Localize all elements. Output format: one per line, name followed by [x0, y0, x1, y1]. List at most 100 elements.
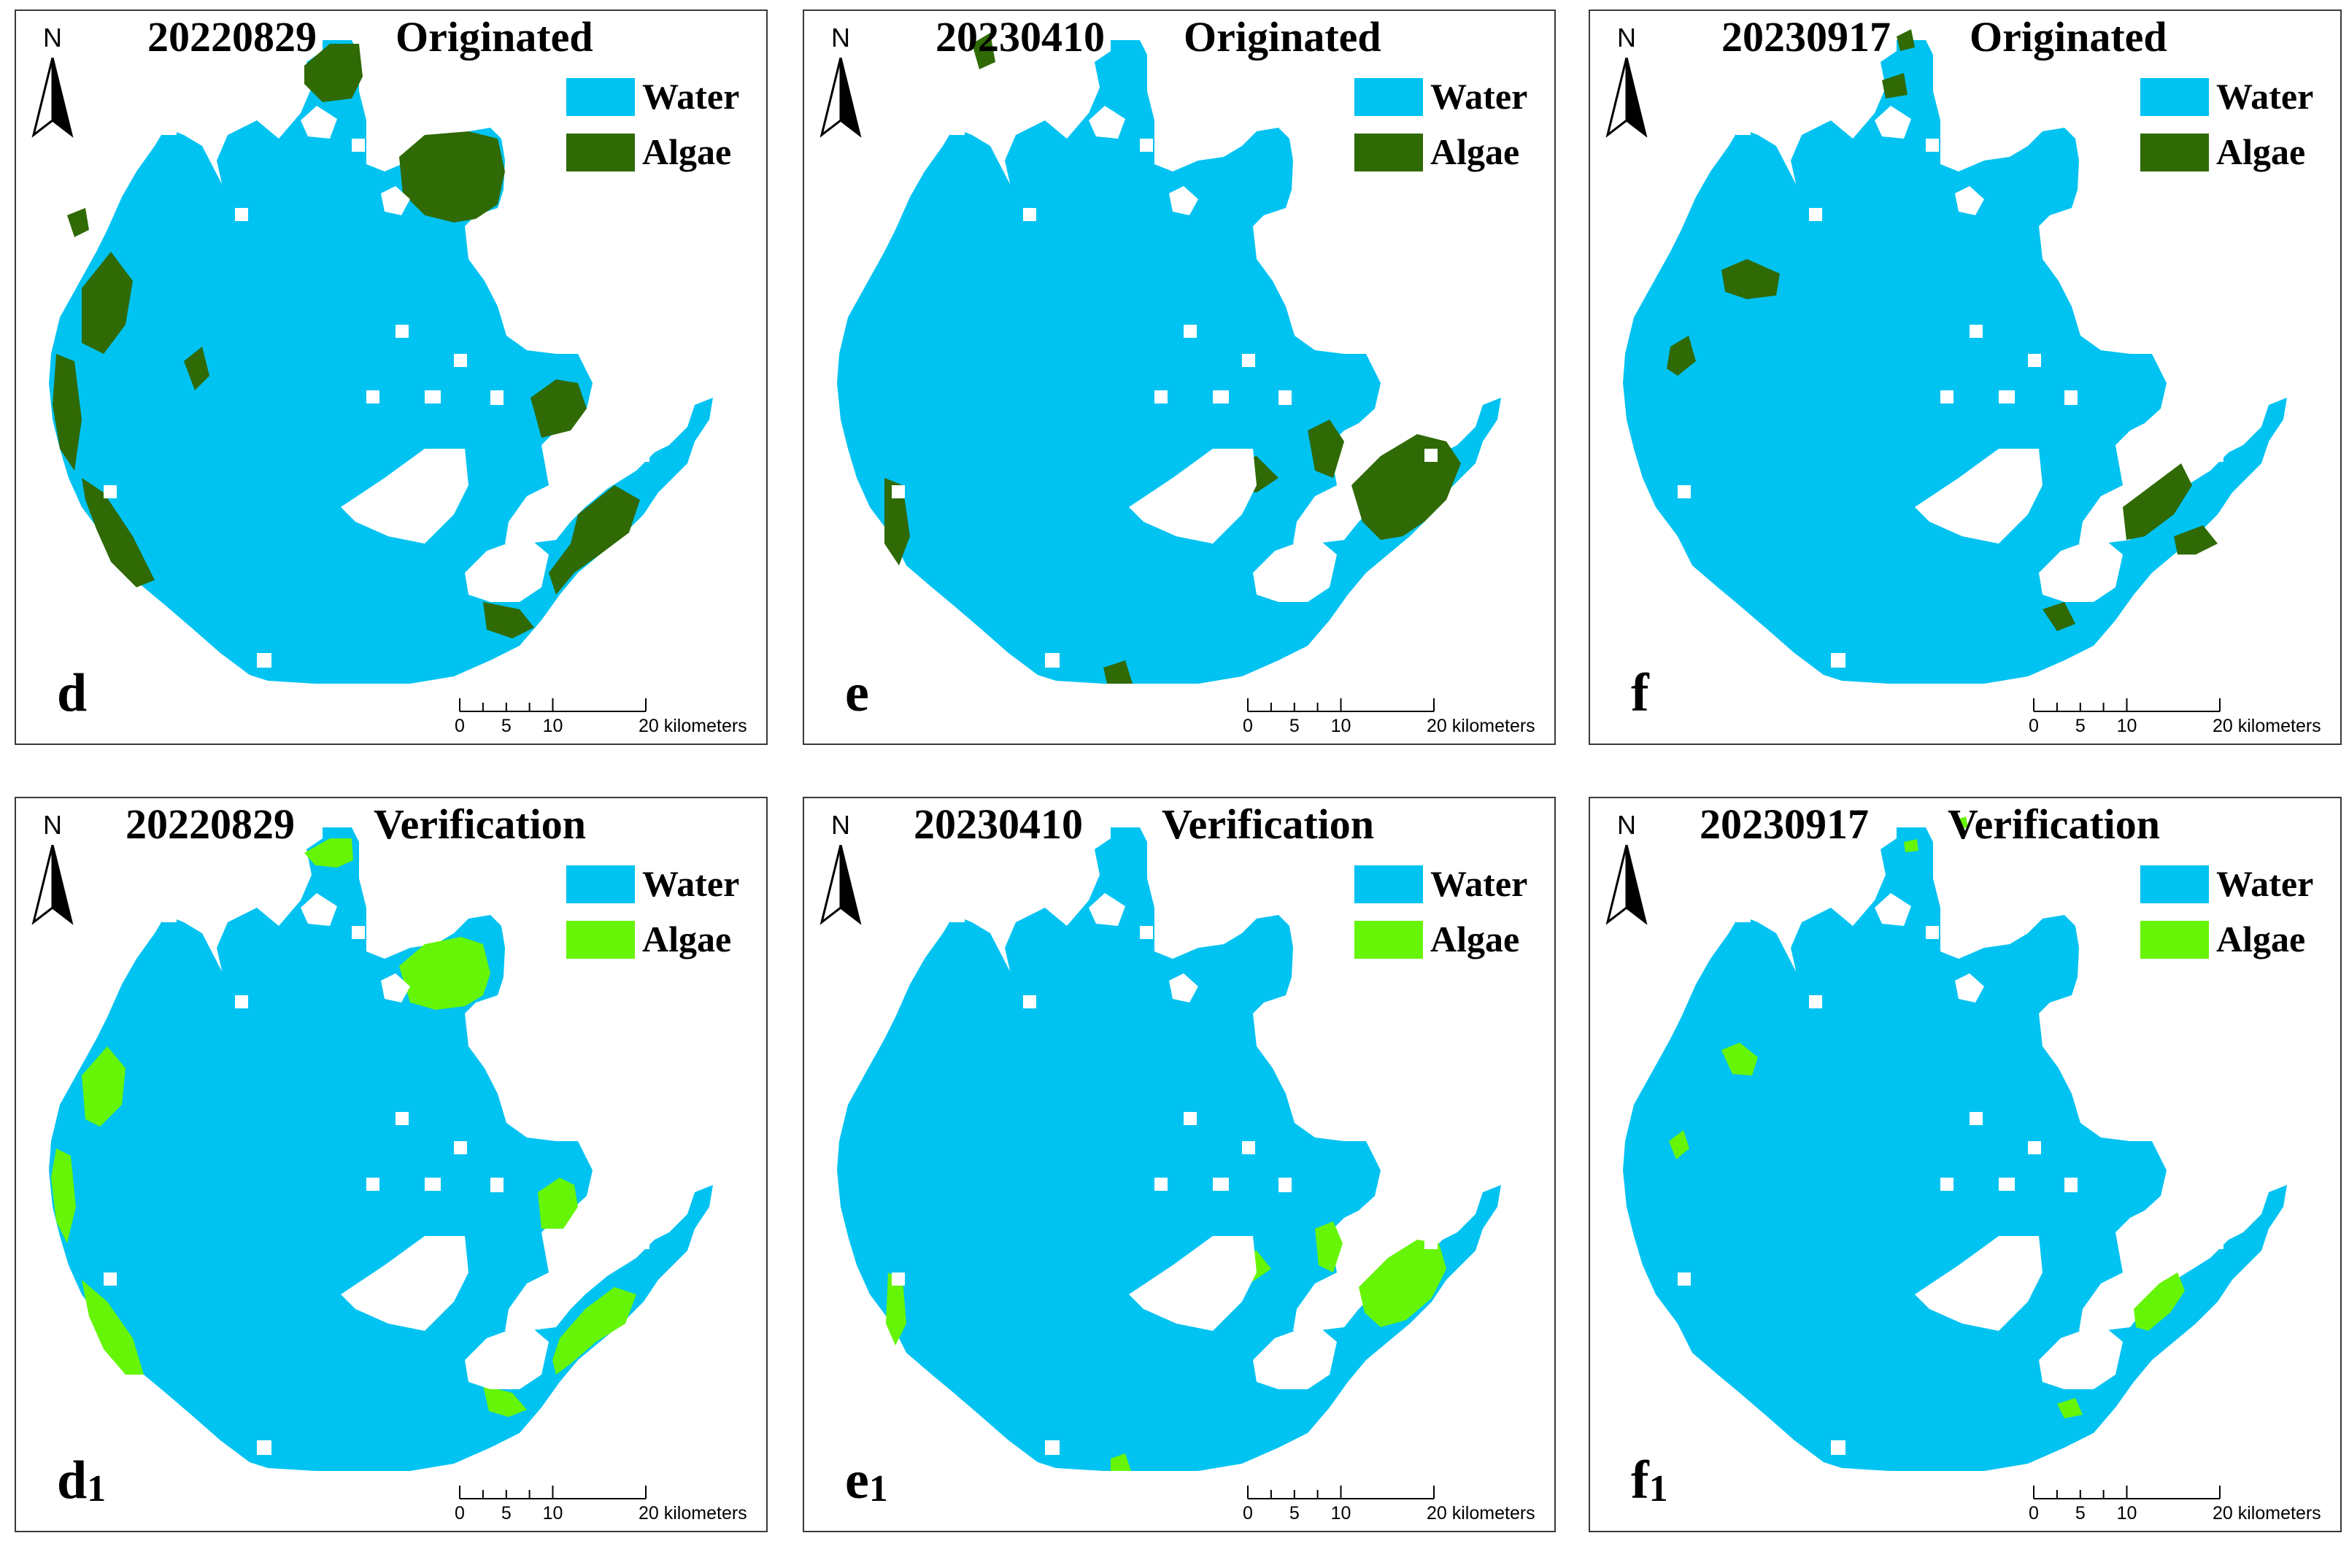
land-gap — [1809, 995, 1822, 1008]
land-gap — [162, 120, 177, 135]
land-gap — [658, 1309, 671, 1322]
algae-patch — [2174, 525, 2218, 555]
land-gap — [892, 1272, 905, 1286]
land-gap — [257, 653, 271, 668]
legend-water-label: Water — [1430, 863, 1528, 904]
land-gap — [1023, 995, 1036, 1008]
land-gap — [1970, 1112, 1983, 1125]
algae-patch — [1667, 336, 1696, 376]
land-gap — [527, 1112, 541, 1127]
legend-algae-swatch — [1354, 921, 1423, 959]
panel-stage: Verification — [1948, 800, 2161, 848]
lake-map — [1623, 29, 2287, 684]
legend-water-label: Water — [2216, 76, 2314, 117]
panel-date: 20230917 — [1721, 13, 1891, 61]
scale-tick-0: 0 — [2029, 1503, 2039, 1523]
land-gap — [1184, 325, 1197, 338]
land-gap — [1999, 390, 2015, 403]
legend-algae-swatch — [566, 134, 635, 171]
land-gap — [1315, 1112, 1330, 1127]
land-gap — [1242, 1141, 1255, 1154]
land-gap — [1045, 653, 1060, 668]
land-gap — [366, 1178, 379, 1191]
island — [2039, 536, 2123, 602]
legend-water-swatch — [566, 865, 635, 903]
legend: Water Algae — [1354, 862, 1544, 979]
land-gap — [104, 1272, 117, 1286]
land-gap — [1278, 390, 1292, 405]
scale-bar-lines — [2033, 698, 2221, 712]
island — [1875, 893, 1911, 926]
scale-tick-0: 0 — [455, 716, 465, 736]
north-arrow-icon — [819, 58, 862, 138]
algae-patch — [399, 131, 505, 223]
land-gap — [1831, 653, 1845, 668]
legend: Water Algae — [2140, 75, 2330, 192]
land-gap — [1424, 1236, 1438, 1249]
land-gap — [1278, 1178, 1292, 1192]
legend-algae-swatch — [566, 921, 635, 959]
panel-date: 20230410 — [914, 800, 1083, 848]
algae-patch — [2123, 463, 2192, 540]
lake-map — [1623, 816, 2287, 1471]
algae-patch — [2134, 1272, 2185, 1331]
algae-patch — [82, 1046, 126, 1127]
legend-water-label: Water — [2216, 863, 2314, 904]
scale-tick-0: 0 — [455, 1503, 465, 1523]
legend-algae: Algae — [1354, 131, 1544, 173]
land-gap — [2210, 449, 2223, 462]
land-gap — [206, 900, 220, 919]
map-panel-f1: N 20230917 Verification Water Algae f1 — [1589, 797, 2342, 1532]
land-gap — [1154, 1178, 1168, 1191]
panel-letter: e — [845, 663, 869, 723]
north-arrow: N — [1599, 803, 1648, 925]
algae-patch — [1721, 1043, 1758, 1075]
lake-water-area — [1623, 827, 2287, 1471]
legend-water: Water — [566, 75, 756, 117]
lake-water-area — [49, 827, 713, 1471]
panel-letter: d1 — [57, 1451, 107, 1510]
panel-stage: Verification — [1162, 800, 1375, 848]
north-arrow: N — [25, 15, 74, 138]
land-gap — [1736, 908, 1751, 922]
land-gap — [994, 113, 1008, 131]
scale-end-label: 20 kilometers — [639, 716, 747, 736]
island — [341, 449, 468, 544]
scale-bar: 0 5 10 20 kilometers — [452, 1481, 759, 1526]
island — [1129, 449, 1257, 544]
island — [465, 1324, 549, 1389]
land-gap — [2232, 1309, 2245, 1322]
land-gap — [1424, 449, 1438, 462]
island — [1089, 893, 1125, 926]
algae-patch — [886, 1272, 906, 1345]
scale-tick-10: 10 — [2116, 1503, 2137, 1523]
legend-algae-label: Algae — [2216, 919, 2306, 959]
land-gap — [490, 1178, 504, 1192]
north-arrow-icon — [1605, 845, 1648, 925]
legend: Water Algae — [2140, 862, 2330, 979]
algae-patch — [2043, 602, 2075, 631]
scale-tick-10: 10 — [542, 1503, 563, 1523]
scale-bar-lines — [459, 1486, 647, 1499]
legend-algae-label: Algae — [1430, 131, 1520, 172]
legend-algae-label: Algae — [642, 131, 732, 172]
algae-patch — [82, 1280, 144, 1375]
scale-tick-10: 10 — [1330, 716, 1351, 736]
land-gap — [1446, 522, 1459, 535]
legend-algae-label: Algae — [642, 919, 732, 959]
scale-tick-10: 10 — [542, 716, 563, 736]
island — [1129, 1236, 1257, 1331]
north-label: N — [43, 23, 62, 53]
panel-letter: d — [57, 663, 88, 723]
legend: Water Algae — [566, 862, 756, 979]
algae-patch — [1315, 1221, 1343, 1272]
map-panel-e1: N 20230410 Verification Water Algae e1 — [803, 797, 1556, 1532]
map-panel-e: N 20230410 Originated Water Algae e — [803, 9, 1556, 745]
land-gap — [1315, 325, 1330, 339]
legend-algae-swatch — [2140, 134, 2209, 171]
land-gap — [1678, 485, 1691, 498]
land-gap — [1926, 139, 1939, 152]
panel-date: 20230410 — [936, 13, 1105, 61]
panel-title: 20230410 Verification — [804, 800, 1554, 858]
algae-patch — [538, 1178, 578, 1229]
